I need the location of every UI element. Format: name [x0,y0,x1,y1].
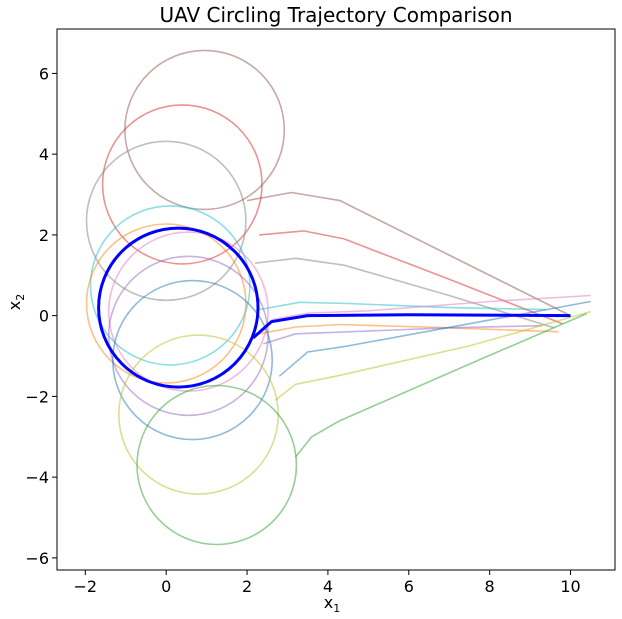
y-axis-label-subscript: 2 [14,294,27,301]
trajectory-orbit-circle [136,384,298,546]
trajectory-approach-line [259,323,559,335]
x-tick-label: 6 [404,577,414,596]
x-tick-label: 0 [161,577,171,596]
x-tick-label: 10 [560,577,580,596]
trajectory-approach-line [262,324,543,345]
y-tick-label: 4 [39,145,49,164]
trajectory-approach-line [246,191,571,317]
y-tick-label: −4 [25,468,49,487]
trajectory-approach-line [259,230,563,325]
trajectory-approach-line [294,312,588,458]
x-axis-label-subscript: 1 [333,602,340,615]
highlight-approach-line [252,313,571,340]
x-tick-label: −2 [74,577,98,596]
y-axis-label: x2 [5,294,27,310]
y-tick-label: 0 [39,307,49,326]
trajectory-orbit-circle [112,279,273,441]
x-tick-label: 4 [323,577,333,596]
trajectory-approach-line [259,301,547,311]
highlight-orbit-circle [97,226,260,389]
trajectory-approach-line [271,294,591,321]
x-axis-label-base: x [324,593,333,612]
x-tick-label: 8 [485,577,495,596]
trajectory-approach-line [274,310,591,402]
y-tick-label: −6 [25,549,49,568]
y-axis-label-base: x [5,301,24,310]
trajectory-orbit-circle [101,104,263,265]
axes-frame [56,28,616,571]
y-tick-label: 6 [39,64,49,83]
trajectory-orbit-circle [85,140,247,302]
plot-layer [85,49,591,546]
axes-layer: −2 0 2 4 6 8 10 −6 −4 −2 0 2 4 6 [25,28,616,596]
x-tick-label: 2 [242,577,252,596]
trajectory-orbit-circle [85,223,247,384]
trajectory-approach-line [255,257,555,329]
chart-title: UAV Circling Trajectory Comparison [159,3,512,27]
y-tick-label: 2 [39,226,49,245]
y-tick-label: −2 [25,387,49,406]
x-axis-label: x1 [324,593,340,615]
